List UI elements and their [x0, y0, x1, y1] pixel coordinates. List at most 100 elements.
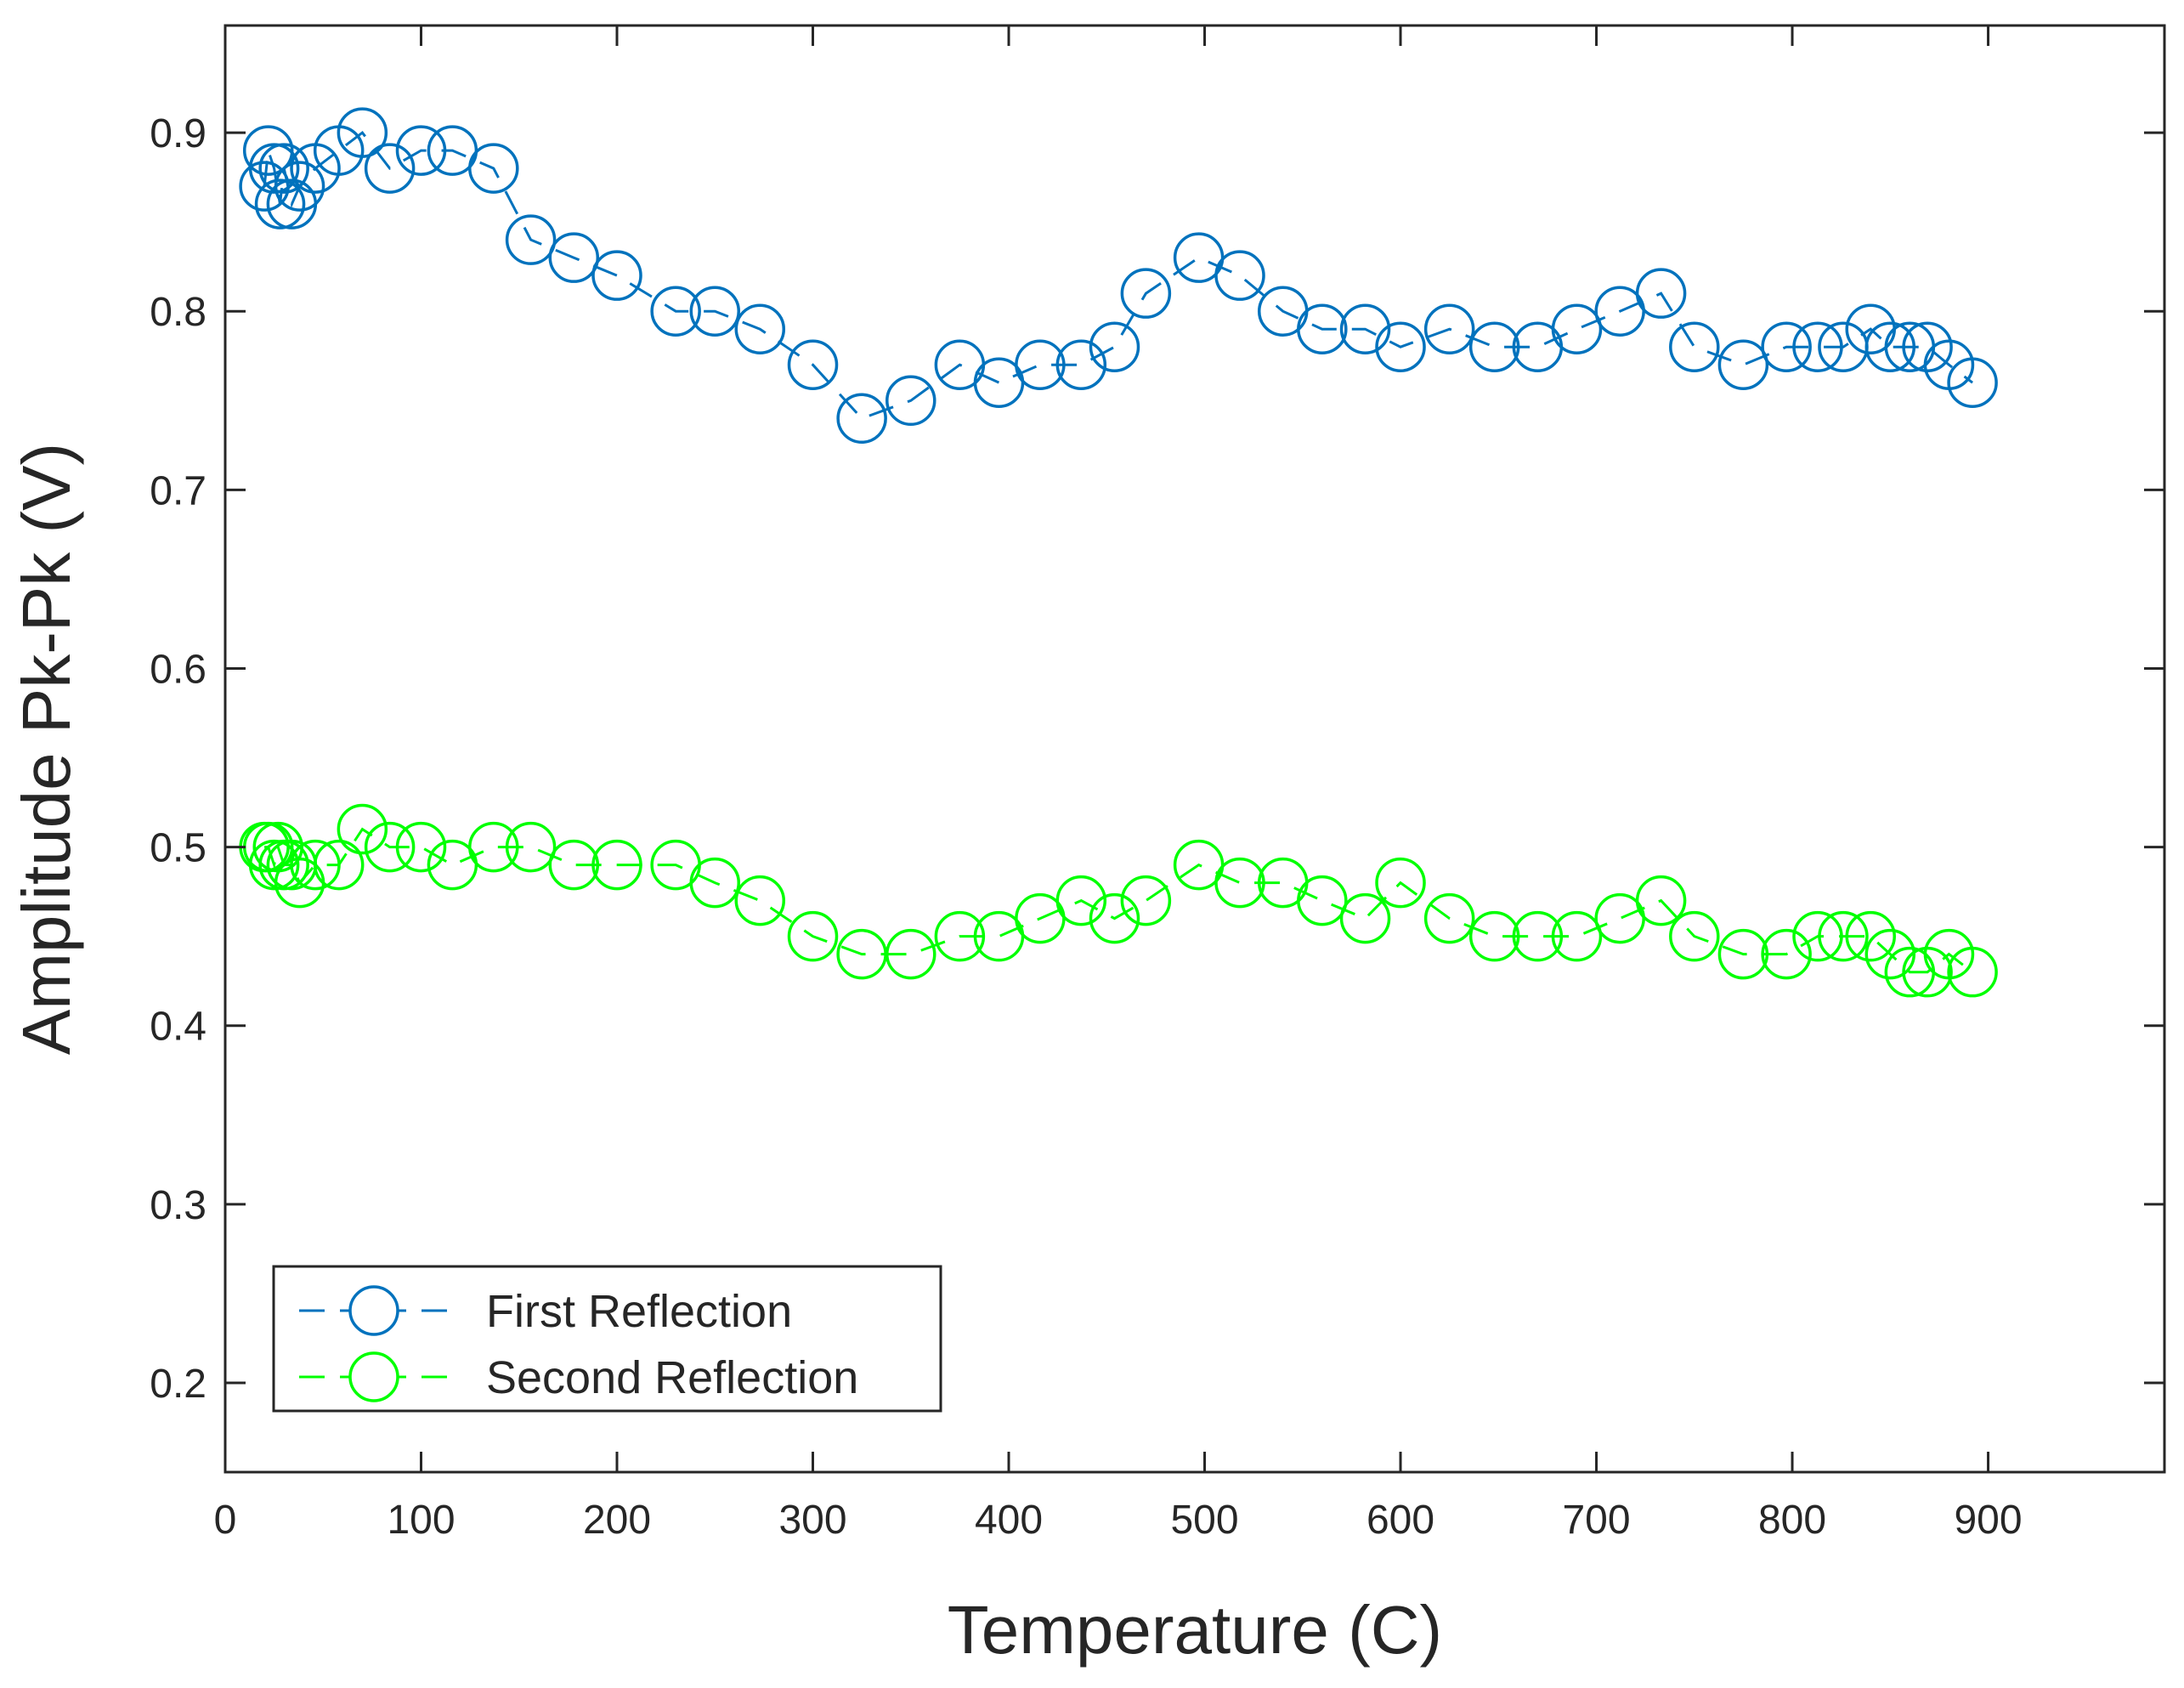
data-point — [1551, 303, 1603, 354]
data-point — [1635, 268, 1687, 319]
y-tick-label: 0.9 — [150, 111, 207, 156]
data-point — [1423, 303, 1475, 354]
data-point — [242, 125, 294, 176]
data-point — [689, 857, 741, 909]
y-tick-label: 0.5 — [150, 826, 207, 871]
y-axis-title: Amplitude Pk-Pk (V) — [8, 443, 84, 1055]
data-point — [1717, 928, 1769, 980]
series-first-reflection — [239, 107, 1998, 445]
y-tick-label: 0.3 — [150, 1183, 207, 1228]
data-point — [1902, 321, 1953, 372]
x-tick-label: 400 — [975, 1498, 1043, 1543]
data-point — [650, 286, 701, 337]
data-point — [787, 910, 839, 962]
data-point — [337, 803, 388, 855]
y-tick-label: 0.2 — [150, 1362, 207, 1407]
data-point — [1818, 910, 1869, 962]
data-point — [1375, 857, 1426, 909]
data-point — [1015, 339, 1066, 390]
y-tick-label: 0.8 — [150, 290, 207, 335]
data-point — [1717, 339, 1769, 390]
legend: First Reflection Second Reflection — [272, 1265, 942, 1413]
data-point — [591, 839, 642, 891]
data-point — [1761, 928, 1812, 980]
legend-entry: First Reflection — [299, 1285, 792, 1337]
data-point — [1055, 339, 1107, 390]
data-point — [1375, 321, 1426, 372]
x-tick-label: 900 — [1954, 1498, 2022, 1543]
data-point — [395, 125, 447, 176]
x-axis-title: Temperature (C) — [948, 1592, 1442, 1668]
x-tick-label: 0 — [214, 1498, 237, 1543]
plot-frame — [223, 24, 2166, 1474]
data-point — [836, 393, 887, 445]
data-point — [248, 839, 300, 891]
data-point — [548, 839, 600, 891]
data-point — [1947, 946, 1998, 998]
data-point — [313, 839, 365, 891]
x-tick-label: 700 — [1562, 1498, 1630, 1543]
x-tick-label: 200 — [583, 1498, 651, 1543]
data-point — [1089, 892, 1140, 944]
y-tick-label: 0.7 — [150, 468, 207, 513]
data-point — [1792, 910, 1843, 962]
y-tick-label: 0.4 — [150, 1005, 207, 1050]
data-point — [1902, 946, 1953, 998]
data-point — [885, 928, 936, 980]
data-point — [734, 303, 786, 354]
data-point — [254, 178, 306, 229]
data-point — [1512, 910, 1564, 962]
legend-label: Second Reflection — [486, 1352, 858, 1403]
x-tick-label: 300 — [778, 1498, 846, 1543]
data-point — [1669, 910, 1720, 962]
data-point — [505, 821, 557, 873]
data-point — [548, 232, 600, 283]
data-point — [364, 143, 416, 194]
data-point — [885, 375, 936, 427]
data-point — [395, 821, 447, 873]
data-point — [505, 214, 557, 265]
data-point — [1864, 321, 1916, 372]
series-layer — [239, 107, 1998, 998]
data-point — [1120, 268, 1172, 319]
data-point — [1551, 910, 1603, 962]
data-point — [1297, 303, 1348, 354]
data-point — [1339, 892, 1391, 944]
data-point — [248, 143, 300, 194]
legend-label: First Reflection — [486, 1286, 792, 1337]
legend-marker-sample — [348, 1285, 399, 1336]
x-tick-label: 100 — [387, 1498, 455, 1543]
data-point — [734, 875, 786, 926]
data-point — [1297, 875, 1348, 926]
data-point — [274, 161, 325, 212]
series-second-reflection — [239, 803, 1998, 998]
data-point — [934, 910, 986, 962]
legend-entry: Second Reflection — [299, 1351, 858, 1403]
data-point — [1423, 892, 1475, 944]
x-tick-label: 600 — [1366, 1498, 1434, 1543]
data-point — [1761, 321, 1812, 372]
data-point — [1947, 357, 1998, 408]
data-point — [1468, 321, 1520, 372]
data-point — [1214, 250, 1265, 301]
x-tick-label: 800 — [1758, 1498, 1826, 1543]
data-point — [1669, 321, 1720, 372]
data-point — [1635, 875, 1687, 926]
data-point — [1792, 321, 1843, 372]
legend-marker-sample — [348, 1351, 399, 1402]
x-tick-label: 500 — [1170, 1498, 1238, 1543]
data-point — [1339, 303, 1391, 354]
data-point — [591, 250, 642, 301]
data-point — [787, 339, 839, 390]
data-point — [689, 286, 741, 337]
data-point — [1845, 910, 1896, 962]
data-point — [468, 821, 519, 873]
plot-area — [225, 25, 2164, 1472]
data-point — [1214, 857, 1265, 909]
data-point — [1089, 321, 1140, 372]
axes-layer: 0 100 200 300 400 500 600 700 800 900 0.2 0.3 0.4 0.5… — [150, 25, 2164, 1543]
data-point — [258, 143, 309, 194]
data-point — [364, 821, 416, 873]
data-point — [290, 839, 341, 891]
